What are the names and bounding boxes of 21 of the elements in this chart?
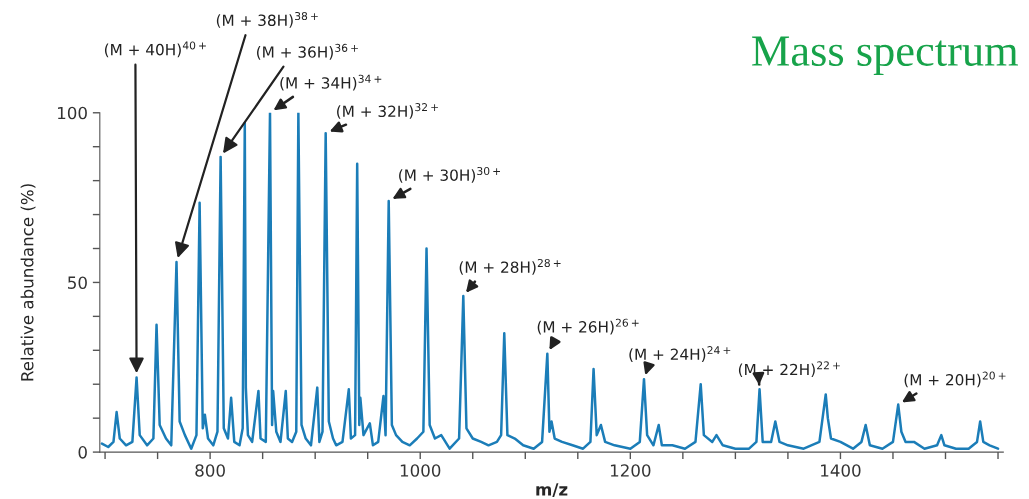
annotation: (M + 22H)$^{22+}$ <box>738 361 840 378</box>
annotation: (M + 20H)$^{20+}$ <box>904 371 1006 388</box>
annotation: (M + 34H)$^{34+}$ <box>280 74 382 91</box>
annotation: (M + 40H)$^{40+}$ <box>104 41 206 58</box>
chart-title: Mass spectrum <box>752 36 1018 76</box>
y-tick-label: 100 <box>58 106 87 120</box>
x-tick-label: 1200 <box>610 464 651 477</box>
x-axis-title: m/z <box>536 483 568 498</box>
annotation: (M + 24H)$^{24+}$ <box>629 346 731 362</box>
annotation: (M + 28H)$^{28+}$ <box>459 258 561 275</box>
x-tick-label: 1400 <box>821 464 861 477</box>
x-tick-label: 800 <box>195 464 225 477</box>
annotation: (M + 36H)$^{36+}$ <box>257 43 358 60</box>
annotation: (M + 26H)$^{26+}$ <box>537 318 639 335</box>
y-axis-title: Relative abundance (%) <box>20 184 36 381</box>
y-tick-label: 0 <box>78 446 87 459</box>
y-tick-label: 50 <box>68 276 87 289</box>
annotation: (M + 32H)$^{32+}$ <box>337 103 438 119</box>
x-tick-label: 1000 <box>400 464 441 477</box>
annotation: (M + 38H)$^{38+}$ <box>216 12 318 28</box>
annotation: (M + 30H)$^{30+}$ <box>399 166 500 183</box>
